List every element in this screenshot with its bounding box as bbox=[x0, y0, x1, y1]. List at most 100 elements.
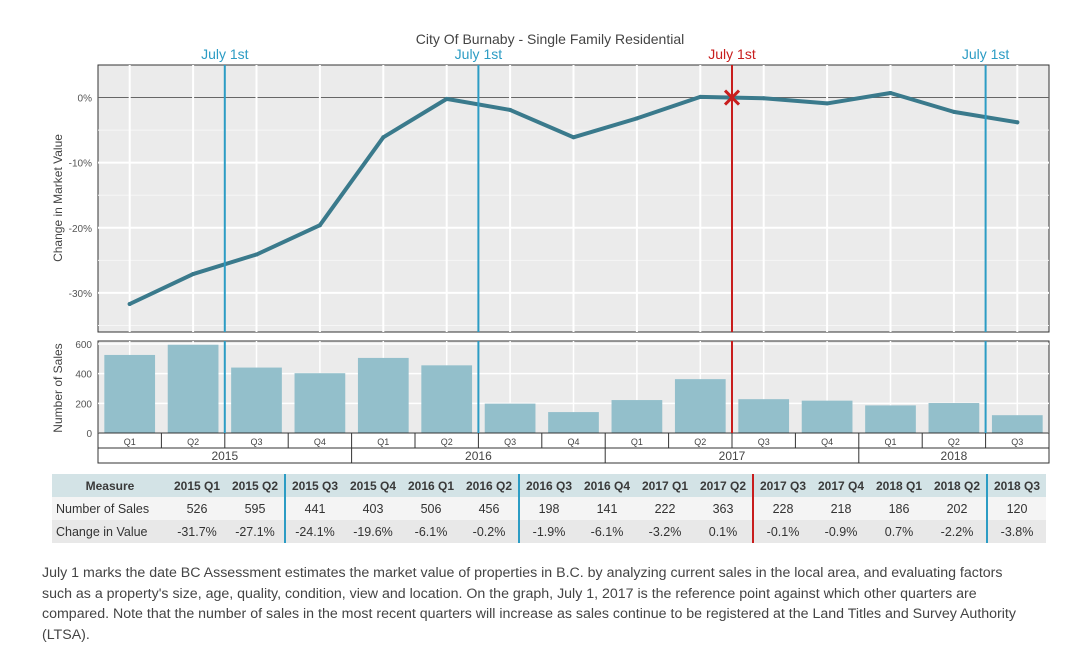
quarter-label: Q2 bbox=[948, 437, 960, 447]
july-label: July 1st bbox=[962, 46, 1010, 62]
table-cell: 120 bbox=[986, 497, 1046, 520]
quarter-label: Q2 bbox=[441, 437, 453, 447]
quarter-label: Q1 bbox=[631, 437, 643, 447]
table-cell: 141 bbox=[578, 497, 636, 520]
table-cell: -6.1% bbox=[402, 520, 460, 543]
table-header-quarter: 2015 Q3 bbox=[284, 474, 344, 497]
table-header-quarter: 2015 Q4 bbox=[344, 474, 402, 497]
year-label: 2016 bbox=[465, 449, 492, 463]
market-value-point bbox=[317, 223, 322, 228]
table-cell: -0.9% bbox=[812, 520, 870, 543]
data-table: Measure 2015 Q1 2015 Q2 2015 Q3 2015 Q4 2016 … bbox=[52, 474, 1046, 543]
table-cell: 441 bbox=[284, 497, 344, 520]
quarter-label: Q2 bbox=[187, 437, 199, 447]
bottom-y-tick-label: 400 bbox=[75, 370, 92, 381]
table-cell: -0.1% bbox=[752, 520, 812, 543]
table-cell: -0.2% bbox=[460, 520, 519, 543]
table-cell: 363 bbox=[694, 497, 753, 520]
market-value-point bbox=[444, 96, 449, 101]
sales-bar bbox=[294, 373, 346, 433]
sales-bar bbox=[928, 403, 980, 433]
table-row-label: Change in Value bbox=[52, 520, 168, 543]
top-y-tick-label: -20% bbox=[69, 224, 92, 235]
quarter-label: Q4 bbox=[567, 437, 579, 447]
table-cell: 0.7% bbox=[870, 520, 928, 543]
burnaby-chart: City Of Burnaby - Single Family Resident… bbox=[51, 31, 1050, 464]
bottom-y-tick-label: 0 bbox=[86, 429, 92, 440]
top-y-tick-label: -10% bbox=[69, 159, 92, 170]
sales-bar bbox=[991, 415, 1043, 433]
market-value-point bbox=[191, 272, 196, 277]
sales-bar bbox=[548, 412, 599, 433]
marker-stroke bbox=[723, 89, 741, 106]
table-header-measure: Measure bbox=[52, 474, 168, 497]
quarter-label: Q4 bbox=[314, 437, 326, 447]
table-cell: -19.6% bbox=[344, 520, 402, 543]
july-label: July 1st bbox=[201, 46, 249, 62]
table-cell: 202 bbox=[928, 497, 987, 520]
year-strip bbox=[97, 447, 1050, 464]
table-cell: 403 bbox=[344, 497, 402, 520]
table-cell: 198 bbox=[518, 497, 578, 520]
quarter-label: Q1 bbox=[124, 437, 136, 447]
sales-panel: 600 400 200 0 bbox=[75, 340, 1050, 440]
quarter-axis: Q1 Q2 Q3 Q4 Q1 Q2 Q3 Q4 Q1 Q2 Q3 Q4 Q1 Q2 Q3 2015 2016 20… bbox=[97, 432, 1050, 464]
bottom-y-tick-label: 200 bbox=[75, 399, 92, 410]
table-header-row: Measure 2015 Q1 2015 Q2 2015 Q3 2015 Q4 2016 … bbox=[52, 474, 1046, 497]
quarter-label: Q3 bbox=[1011, 437, 1023, 447]
table-cell: -24.1% bbox=[284, 520, 344, 543]
sales-bar bbox=[865, 405, 916, 433]
market-value-point bbox=[1015, 120, 1020, 125]
july-label: July 1st bbox=[455, 46, 503, 62]
reference-july-label: July 1st bbox=[708, 46, 756, 62]
table-cell: 228 bbox=[752, 497, 812, 520]
market-value-point bbox=[698, 94, 703, 99]
market-value-point bbox=[825, 101, 830, 106]
sales-bar bbox=[801, 400, 853, 433]
table-header-quarter: 2016 Q1 bbox=[402, 474, 460, 497]
year-label: 2018 bbox=[941, 449, 968, 463]
table-cell: 0.1% bbox=[694, 520, 753, 543]
sales-bar bbox=[674, 379, 726, 433]
table-header-quarter: 2016 Q3 bbox=[518, 474, 578, 497]
quarter-label: Q4 bbox=[821, 437, 833, 447]
table-row-label: Number of Sales bbox=[52, 497, 168, 520]
quarter-label: Q1 bbox=[884, 437, 896, 447]
table-cell: 222 bbox=[636, 497, 694, 520]
market-value-point bbox=[381, 135, 386, 140]
sales-bar bbox=[104, 354, 156, 433]
market-value-point bbox=[951, 109, 956, 114]
market-value-point bbox=[761, 96, 766, 101]
market-value-point bbox=[127, 301, 132, 306]
table-row: Change in Value -31.7% -27.1% -24.1% -19.6% -… bbox=[52, 520, 1046, 543]
table-header-quarter: 2017 Q4 bbox=[812, 474, 870, 497]
table-cell: 186 bbox=[870, 497, 928, 520]
bottom-y-axis-label: Number of Sales bbox=[51, 343, 65, 432]
top-y-axis-label: Change in Market Value bbox=[51, 134, 65, 262]
sales-bar bbox=[484, 403, 536, 433]
table-header-quarter: 2016 Q4 bbox=[578, 474, 636, 497]
table-header-quarter: 2017 Q2 bbox=[694, 474, 753, 497]
top-y-tick-label: 0% bbox=[78, 94, 93, 105]
table-cell: 218 bbox=[812, 497, 870, 520]
table-cell: -31.7% bbox=[168, 520, 226, 543]
table-header-quarter: 2016 Q2 bbox=[460, 474, 519, 497]
table-header-quarter: 2018 Q1 bbox=[870, 474, 928, 497]
sales-bar bbox=[231, 367, 282, 433]
table-header-quarter: 2015 Q2 bbox=[226, 474, 285, 497]
year-label: 2017 bbox=[719, 449, 746, 463]
quarter-label: Q2 bbox=[694, 437, 706, 447]
year-label: 2015 bbox=[211, 449, 238, 463]
bottom-y-tick-label: 600 bbox=[75, 340, 92, 351]
market-value-point bbox=[634, 116, 639, 121]
table-header-quarter: 2015 Q1 bbox=[168, 474, 226, 497]
table-cell: -3.2% bbox=[636, 520, 694, 543]
market-value-point bbox=[508, 107, 513, 112]
quarter-label: Q1 bbox=[377, 437, 389, 447]
table-header-quarter: 2017 Q3 bbox=[752, 474, 812, 497]
quarter-label: Q3 bbox=[758, 437, 770, 447]
sales-bar bbox=[357, 357, 409, 433]
table-cell: 506 bbox=[402, 497, 460, 520]
sales-bar bbox=[611, 400, 663, 433]
table-cell: -1.9% bbox=[518, 520, 578, 543]
